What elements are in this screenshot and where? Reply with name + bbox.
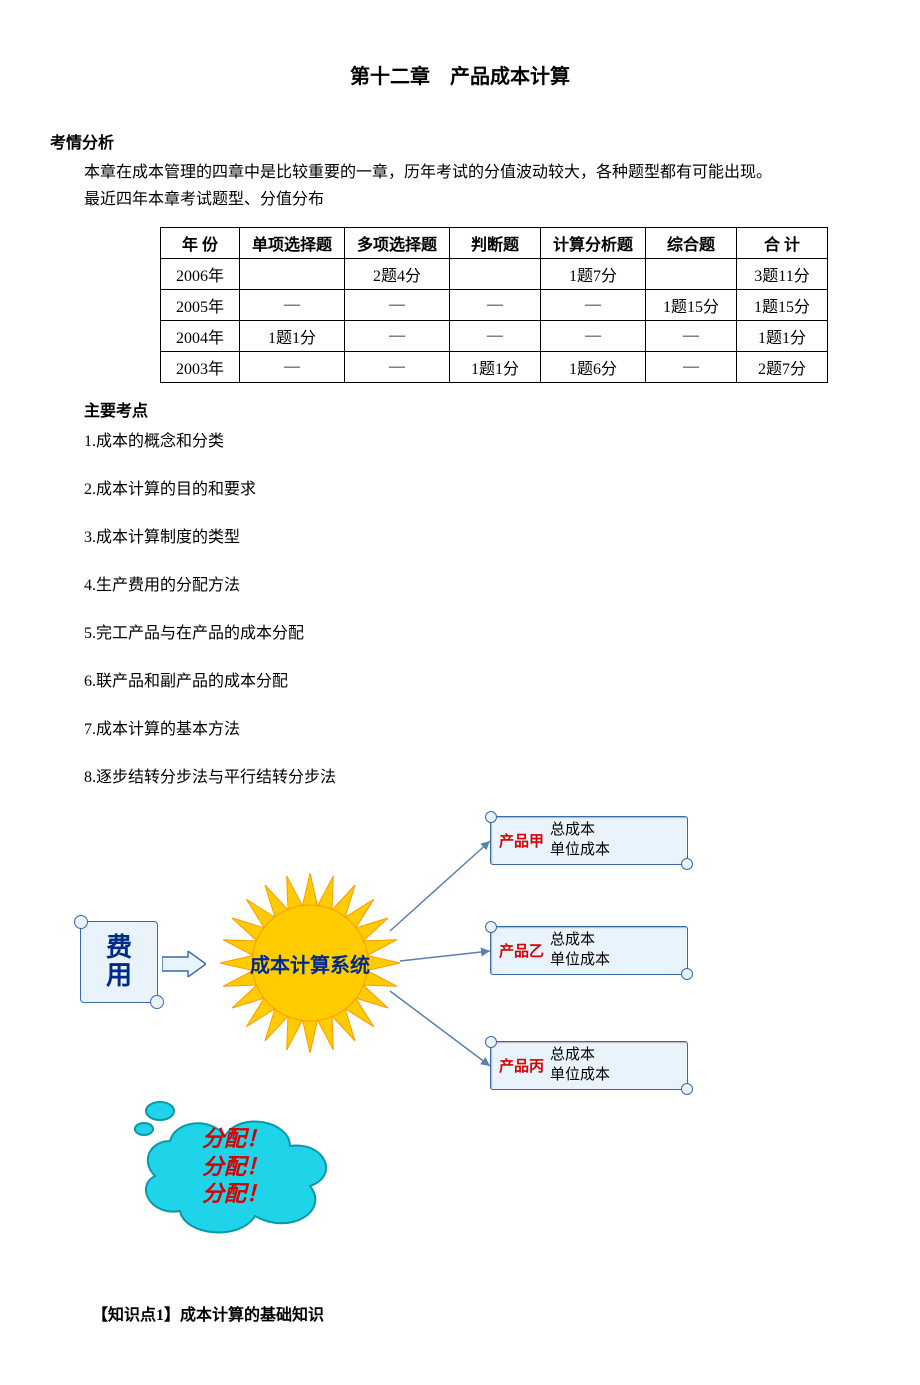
cell: — <box>450 321 541 352</box>
cell: 3题11分 <box>737 259 828 290</box>
cell: — <box>240 290 345 321</box>
cell: 2题7分 <box>737 352 828 383</box>
cell: — <box>646 352 737 383</box>
cell: — <box>240 352 345 383</box>
table-row: 2005年 — — — — 1题15分 1题15分 <box>161 290 828 321</box>
cell: — <box>345 290 450 321</box>
point-item: 8.逐步结转分步法与平行结转分步法 <box>84 763 870 787</box>
output-lines: 总成本 单位成本 <box>550 1046 610 1085</box>
sun-shape: 成本计算系统 <box>210 873 410 1053</box>
cell: — <box>541 290 646 321</box>
cell: — <box>345 352 450 383</box>
point-item: 4.生产费用的分配方法 <box>84 571 870 595</box>
cell: 1题1分 <box>240 321 345 352</box>
col-total: 合 计 <box>737 228 828 259</box>
points-list: 1.成本的概念和分类 2.成本计算的目的和要求 3.成本计算制度的类型 4.生产… <box>84 427 870 787</box>
table-row: 2003年 — — 1题1分 1题6分 — 2题7分 <box>161 352 828 383</box>
cell: 2003年 <box>161 352 240 383</box>
table-body: 2006年 2题4分 1题7分 3题11分 2005年 — — — — 1题15… <box>161 259 828 383</box>
point-item: 7.成本计算的基本方法 <box>84 715 870 739</box>
cloud-label: 分配！ 分配！ 分配！ <box>130 1125 340 1208</box>
cell: 2004年 <box>161 321 240 352</box>
sun-label: 成本计算系统 <box>210 873 410 1053</box>
table-row: 2004年 1题1分 — — — — 1题1分 <box>161 321 828 352</box>
cell <box>450 259 541 290</box>
output-lines: 总成本 单位成本 <box>550 821 610 860</box>
fee-scroll: 费 用 <box>80 921 158 1003</box>
cell: 1题6分 <box>541 352 646 383</box>
score-table-wrap: 年 份 单项选择题 多项选择题 判断题 计算分析题 综合题 合 计 2006年 … <box>160 227 870 383</box>
point-item: 6.联产品和副产品的成本分配 <box>84 667 870 691</box>
col-multi: 多项选择题 <box>345 228 450 259</box>
cell: 2005年 <box>161 290 240 321</box>
block-arrow-icon <box>162 951 206 977</box>
output-scroll-2: 产品乙 总成本 单位成本 <box>490 926 688 975</box>
analysis-sub: 最近四年本章考试题型、分值分布 <box>84 186 870 213</box>
col-calc: 计算分析题 <box>541 228 646 259</box>
output-scroll-1: 产品甲 总成本 单位成本 <box>490 816 688 865</box>
cell: — <box>646 321 737 352</box>
fee-label: 费 用 <box>106 934 132 991</box>
point-item: 5.完工产品与在产品的成本分配 <box>84 619 870 643</box>
cell: — <box>345 321 450 352</box>
cell: — <box>541 321 646 352</box>
table-header-row: 年 份 单项选择题 多项选择题 判断题 计算分析题 综合题 合 计 <box>161 228 828 259</box>
point-item: 1.成本的概念和分类 <box>84 427 870 451</box>
col-judge: 判断题 <box>450 228 541 259</box>
cell: 1题1分 <box>737 321 828 352</box>
point-item: 2.成本计算的目的和要求 <box>84 475 870 499</box>
cost-flow-diagram: 费 用 <box>70 811 710 1251</box>
output-lines: 总成本 单位成本 <box>550 931 610 970</box>
output-name: 产品丙 <box>499 1055 544 1076</box>
score-table: 年 份 单项选择题 多项选择题 判断题 计算分析题 综合题 合 计 2006年 … <box>160 227 828 383</box>
cell: 1题1分 <box>450 352 541 383</box>
knowledge-point-heading: 【知识点1】成本计算的基础知识 <box>92 1301 870 1325</box>
cell: 2006年 <box>161 259 240 290</box>
analysis-intro: 本章在成本管理的四章中是比较重要的一章，历年考试的分值波动较大，各种题型都有可能… <box>84 159 870 186</box>
table-row: 2006年 2题4分 1题7分 3题11分 <box>161 259 828 290</box>
output-scroll-3: 产品丙 总成本 单位成本 <box>490 1041 688 1090</box>
col-single: 单项选择题 <box>240 228 345 259</box>
page-title: 第十二章 产品成本计算 <box>50 60 870 89</box>
cell: — <box>450 290 541 321</box>
points-heading: 主要考点 <box>84 397 870 421</box>
cell: 2题4分 <box>345 259 450 290</box>
cell <box>240 259 345 290</box>
point-item: 3.成本计算制度的类型 <box>84 523 870 547</box>
cell: 1题15分 <box>737 290 828 321</box>
output-name: 产品甲 <box>499 830 544 851</box>
col-comp: 综合题 <box>646 228 737 259</box>
cloud-shape: 分配！ 分配！ 分配！ <box>130 1091 340 1241</box>
col-year: 年 份 <box>161 228 240 259</box>
analysis-heading: 考情分析 <box>50 129 870 153</box>
cell: 1题15分 <box>646 290 737 321</box>
output-name: 产品乙 <box>499 940 544 961</box>
cell <box>646 259 737 290</box>
cell: 1题7分 <box>541 259 646 290</box>
